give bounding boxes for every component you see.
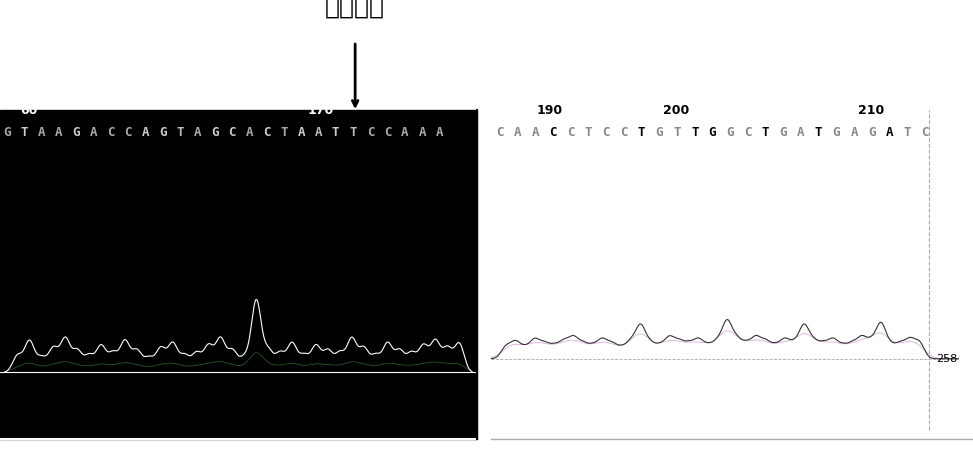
Text: T: T <box>280 127 288 139</box>
Text: C: C <box>263 127 270 139</box>
Text: G: G <box>727 127 734 139</box>
Text: A: A <box>531 127 539 139</box>
Text: A: A <box>54 127 62 139</box>
Text: G: G <box>708 127 716 139</box>
Text: 258: 258 <box>936 354 957 364</box>
Text: G: G <box>72 127 80 139</box>
Text: A: A <box>141 127 149 139</box>
Text: A: A <box>90 127 97 139</box>
Text: A: A <box>885 127 893 139</box>
Text: T: T <box>349 127 357 139</box>
Text: G: G <box>779 127 787 139</box>
Text: T: T <box>904 127 911 139</box>
Text: T: T <box>673 127 681 139</box>
Text: 180: 180 <box>591 104 616 117</box>
Text: A: A <box>850 127 858 139</box>
Text: 170: 170 <box>308 104 334 117</box>
Text: C: C <box>567 127 575 139</box>
Text: 60: 60 <box>20 104 38 117</box>
Text: C: C <box>107 127 115 139</box>
Text: A: A <box>38 127 45 139</box>
Text: A: A <box>298 127 305 139</box>
Text: A: A <box>194 127 201 139</box>
Text: T: T <box>332 127 340 139</box>
Text: C: C <box>496 127 504 139</box>
Text: A: A <box>418 127 426 139</box>
Text: C: C <box>228 127 235 139</box>
Bar <box>0 110 477 439</box>
Text: G: G <box>211 127 218 139</box>
Text: G: G <box>159 127 166 139</box>
Text: 200: 200 <box>664 104 689 117</box>
Text: T: T <box>20 127 28 139</box>
Text: G: G <box>3 127 11 139</box>
Text: 190: 190 <box>537 104 562 117</box>
Text: A: A <box>514 127 522 139</box>
Text: T: T <box>585 127 593 139</box>
Text: C: C <box>384 127 391 139</box>
Text: G: G <box>833 127 841 139</box>
Text: C: C <box>921 127 929 139</box>
Text: A: A <box>314 127 322 139</box>
Text: A: A <box>436 127 444 139</box>
Text: C: C <box>125 127 131 139</box>
Text: A: A <box>401 127 409 139</box>
Text: C: C <box>620 127 628 139</box>
Text: G: G <box>868 127 876 139</box>
Text: T: T <box>762 127 770 139</box>
Text: G: G <box>656 127 664 139</box>
Text: C: C <box>367 127 375 139</box>
Text: C: C <box>602 127 610 139</box>
Text: T: T <box>638 127 645 139</box>
Text: C: C <box>550 127 557 139</box>
Text: T: T <box>176 127 184 139</box>
Text: A: A <box>797 127 805 139</box>
Text: A: A <box>245 127 253 139</box>
Text: 环化位点: 环化位点 <box>325 0 385 18</box>
Text: 210: 210 <box>858 104 883 117</box>
Text: T: T <box>815 127 822 139</box>
Text: C: C <box>744 127 752 139</box>
Text: T: T <box>691 127 699 139</box>
